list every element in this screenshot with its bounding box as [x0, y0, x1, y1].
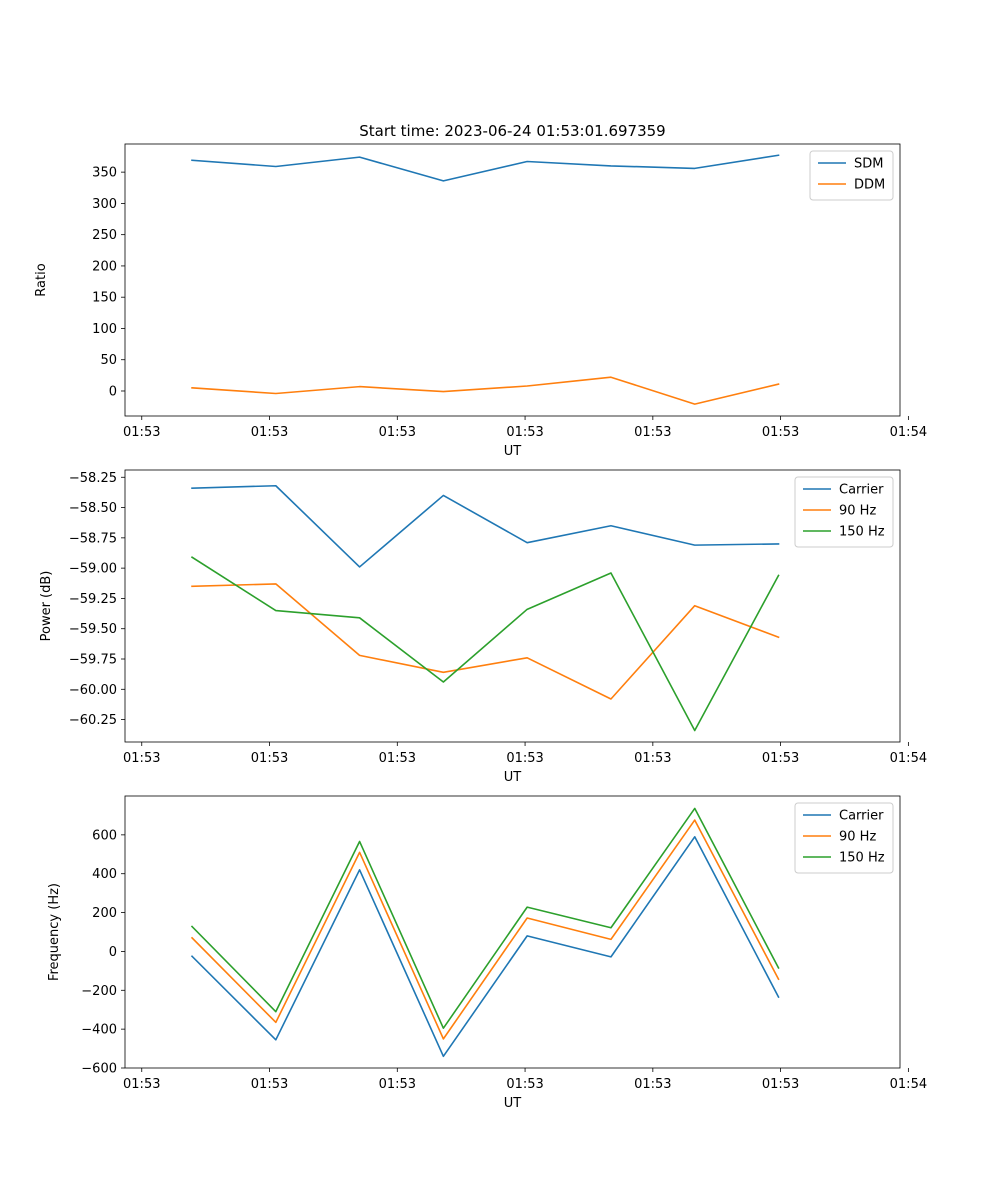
x-tick-label: 01:53	[634, 1077, 671, 1092]
y-axis-label: Power (dB)	[39, 571, 54, 642]
legend-label: 150 Hz	[839, 851, 885, 866]
x-tick-label: 01:53	[251, 751, 288, 766]
y-tick-label: −59.75	[69, 653, 117, 668]
figure-title: Start time: 2023-06-24 01:53:01.697359	[359, 122, 665, 140]
x-tick-label: 01:54	[890, 425, 927, 440]
y-tick-label: −59.00	[69, 562, 117, 577]
legend-box	[794, 476, 894, 548]
series-line-carrier	[191, 484, 780, 568]
y-axis-label: Frequency (Hz)	[47, 883, 62, 981]
y-tick-label: −400	[81, 1023, 117, 1038]
x-tick-label: 01:53	[506, 425, 543, 440]
x-tick-label: 01:53	[506, 1077, 543, 1092]
x-tick-label: 01:53	[634, 425, 671, 440]
subplots: 01:53 01:53 01:53 01:53 01:53 01:53 01:54 0 50 10…	[34, 143, 927, 1111]
series-line-90-hz	[190, 819, 780, 1040]
y-tick-label: 400	[92, 867, 117, 882]
series-line-150-hz	[190, 807, 780, 1029]
series-line-carrier	[190, 835, 780, 1058]
x-tick-label: 01:53	[379, 1077, 416, 1092]
y-tick-label: −58.50	[69, 501, 117, 516]
x-tick-label: 01:53	[762, 425, 799, 440]
plot-frame	[124, 143, 901, 417]
x-tick-label: 01:53	[762, 751, 799, 766]
series-line-90-hz	[191, 583, 780, 700]
x-tick-label: 01:53	[634, 751, 671, 766]
x-tick-label: 01:53	[123, 425, 160, 440]
x-tick-label: 01:53	[379, 425, 416, 440]
x-axis-label: UT	[504, 770, 522, 785]
y-tick-label: 600	[92, 828, 117, 843]
x-tick-label: 01:53	[762, 1077, 799, 1092]
y-tick-label: 350	[92, 166, 117, 181]
y-tick-label: −600	[81, 1062, 117, 1077]
series-line-ddm	[191, 376, 780, 405]
series-line-sdm	[191, 154, 780, 182]
y-tick-label: 150	[92, 291, 117, 306]
x-tick-label: 01:53	[123, 751, 160, 766]
subplot-1: 01:53 01:53 01:53 01:53 01:53 01:53 01:54 0 50 10…	[34, 143, 927, 459]
subplot-3: 01:53 01:53 01:53 01:53 01:53 01:53 01:54 −600 −…	[47, 795, 927, 1111]
subplot-2: 01:53 01:53 01:53 01:53 01:53 01:53 01:54 −58.2…	[39, 469, 927, 785]
plot-frame	[124, 469, 901, 743]
y-tick-label: 300	[92, 197, 117, 212]
y-tick-label: 200	[92, 259, 117, 274]
y-tick-label: 0	[109, 945, 117, 960]
y-tick-label: −59.25	[69, 592, 117, 607]
x-axis-label: UT	[504, 1096, 522, 1111]
x-tick-label: 01:54	[890, 751, 927, 766]
x-tick-label: 01:53	[251, 1077, 288, 1092]
x-tick-label: 01:53	[379, 751, 416, 766]
legend: Carrier 90 Hz 150 Hz	[794, 476, 894, 548]
y-tick-label: 100	[92, 322, 117, 337]
legend: SDM DDM	[809, 150, 894, 201]
y-tick-label: −60.00	[69, 683, 117, 698]
x-axis-label: UT	[504, 444, 522, 459]
x-tick-label: 01:53	[251, 425, 288, 440]
series-line-150-hz	[190, 556, 780, 732]
x-tick-label: 01:53	[123, 1077, 160, 1092]
legend-label: 150 Hz	[839, 525, 885, 540]
legend-label: 90 Hz	[839, 504, 876, 519]
y-tick-label: 50	[100, 353, 117, 368]
y-tick-label: −200	[81, 984, 117, 999]
legend-label: Carrier	[839, 483, 884, 498]
legend-label: DDM	[854, 178, 885, 193]
y-axis-label: Ratio	[34, 263, 49, 296]
x-tick-label: 01:53	[506, 751, 543, 766]
y-tick-label: −58.25	[69, 471, 117, 486]
x-tick-label: 01:54	[890, 1077, 927, 1092]
y-tick-label: −60.25	[69, 713, 117, 728]
legend-box	[794, 802, 894, 874]
y-tick-label: 200	[92, 906, 117, 921]
plot-frame	[124, 795, 901, 1069]
legend: Carrier 90 Hz 150 Hz	[794, 802, 894, 874]
legend-label: 90 Hz	[839, 830, 876, 845]
y-tick-label: 250	[92, 228, 117, 243]
y-tick-label: −58.75	[69, 531, 117, 546]
legend-label: SDM	[854, 157, 883, 172]
legend-label: Carrier	[839, 809, 884, 824]
y-tick-label: −59.50	[69, 622, 117, 637]
y-tick-label: 0	[109, 384, 117, 399]
